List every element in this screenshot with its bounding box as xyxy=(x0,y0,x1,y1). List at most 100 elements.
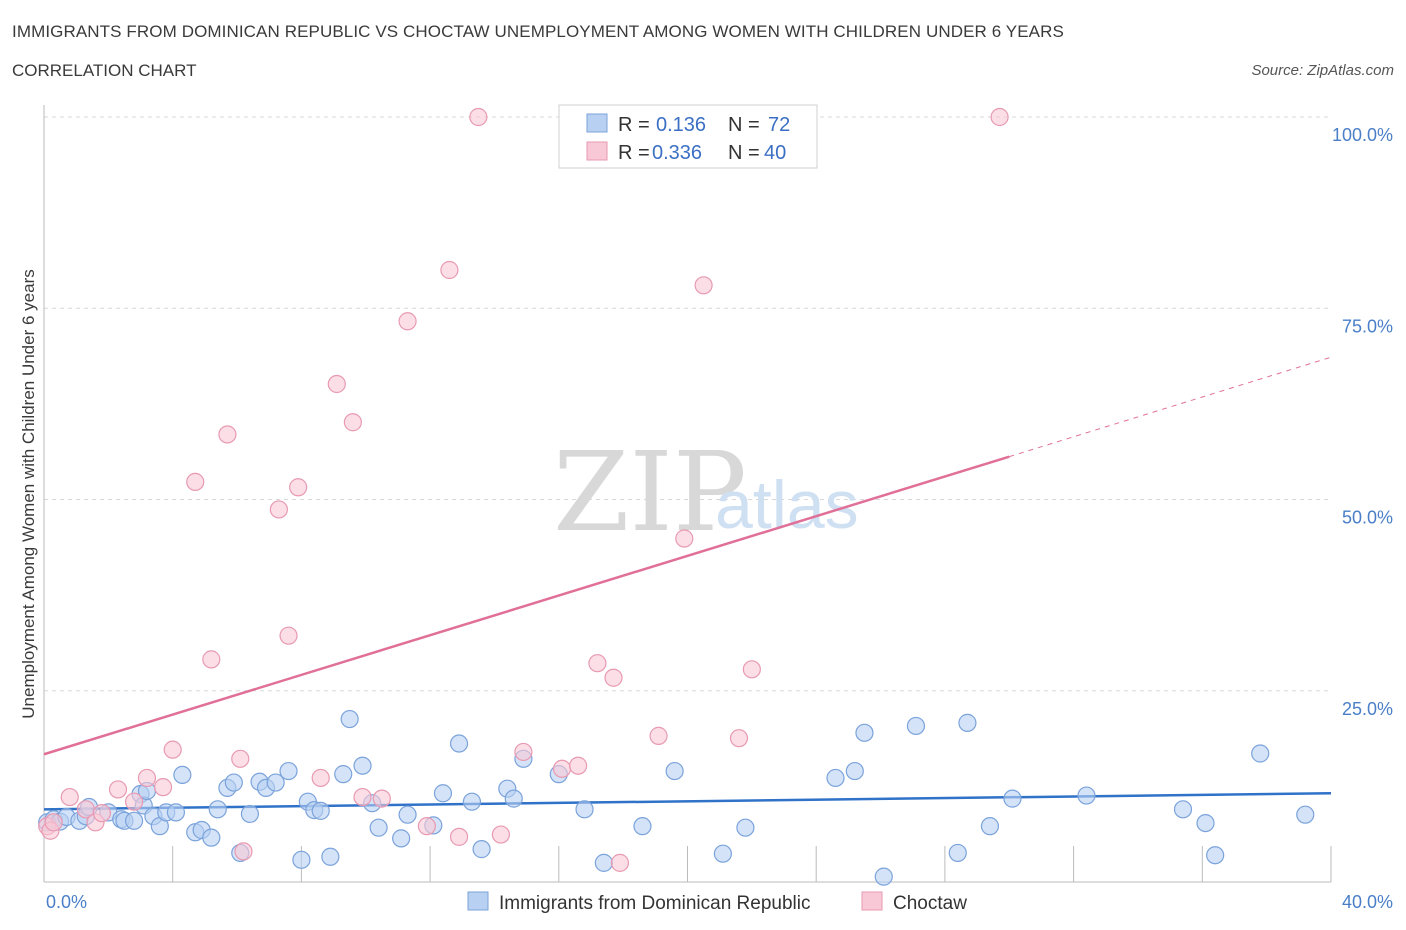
choctaw-point-33 xyxy=(569,756,588,775)
dominican-point-29 xyxy=(266,773,285,792)
dominican-point-63 xyxy=(948,843,967,863)
dominican-point-44 xyxy=(433,784,453,803)
dominican-point-40 xyxy=(369,818,388,837)
choctaw-point-9 xyxy=(137,768,157,788)
dominican-point-55 xyxy=(665,761,684,781)
dominican-point-18 xyxy=(173,765,192,785)
dominican-point-42 xyxy=(398,805,417,824)
y-tick-label-3: 100.0% xyxy=(1332,125,1393,145)
dominican-point-38 xyxy=(353,756,372,775)
dominican-point-52 xyxy=(575,800,594,819)
dominican-point-53 xyxy=(594,853,613,872)
chart-subtitle: CORRELATION CHART xyxy=(12,61,197,80)
watermark-atlas: atlas xyxy=(715,467,859,543)
choctaw-point-7 xyxy=(108,780,128,799)
choctaw-point-40 xyxy=(729,729,749,748)
source-label: Source: ZipAtlas.com xyxy=(1251,62,1394,79)
dominican-point-65 xyxy=(980,817,1000,836)
dominican-point-24 xyxy=(224,773,243,792)
legend-r-value-1: 0.136 xyxy=(656,114,706,136)
choctaw-point-34 xyxy=(588,654,607,673)
trend-line-dominican xyxy=(43,792,1332,811)
choctaw-point-28 xyxy=(449,827,469,846)
choctaw-point-16 xyxy=(231,749,250,768)
dominican-point-34 xyxy=(311,801,330,820)
choctaw-point-11 xyxy=(163,740,182,759)
choctaw-point-10 xyxy=(153,778,173,797)
legend-swatch-dominican xyxy=(586,113,608,133)
x-tick-labels: 0.0% 40.0% xyxy=(46,892,1393,912)
bottom-legend-swatch-dominican xyxy=(467,891,489,911)
y-tick-labels: 25.0% 50.0% 75.0% 100.0% xyxy=(1332,125,1393,719)
trend-line-choctaw-extension xyxy=(1009,356,1332,458)
dominican-point-59 xyxy=(845,761,864,781)
choctaw-point-31 xyxy=(514,742,533,762)
choctaw-point-24 xyxy=(372,789,391,808)
dominican-point-70 xyxy=(1206,846,1225,865)
dominican-point-67 xyxy=(1077,786,1096,805)
choctaw-point-38 xyxy=(675,529,694,548)
dominican-point-47 xyxy=(472,840,491,859)
dominican-point-56 xyxy=(713,844,732,863)
y-tick-label-1: 50.0% xyxy=(1342,508,1393,528)
series-dominican-points xyxy=(38,709,1315,886)
choctaw-point-2 xyxy=(44,813,63,832)
choctaw-point-3 xyxy=(60,787,79,807)
chart-title: IMMIGRANTS FROM DOMINICAN REPUBLIC VS CH… xyxy=(12,22,1064,41)
legend-n-value-2: 40 xyxy=(764,142,786,164)
grid-lines xyxy=(44,116,1331,692)
y-tick-label-2: 75.0% xyxy=(1342,316,1393,336)
bottom-legend: Immigrants from Dominican Republic Choct… xyxy=(467,891,967,914)
choctaw-point-15 xyxy=(234,842,253,861)
bottom-legend-label-choctaw: Choctaw xyxy=(893,893,967,914)
trend-line-choctaw xyxy=(43,455,1010,756)
dominican-point-54 xyxy=(633,817,652,836)
dominican-point-31 xyxy=(292,850,311,869)
dominican-point-45 xyxy=(449,734,469,753)
dominican-point-17 xyxy=(166,803,186,822)
dominican-point-21 xyxy=(202,828,221,847)
dominican-point-41 xyxy=(392,829,411,848)
choctaw-point-30 xyxy=(491,825,510,844)
choctaw-point-6 xyxy=(92,804,112,823)
choctaw-point-29 xyxy=(469,107,488,127)
choctaw-point-32 xyxy=(552,759,572,778)
choctaw-point-22 xyxy=(343,413,362,432)
legend-n-value-1: 72 xyxy=(768,114,790,136)
choctaw-point-12 xyxy=(186,472,205,492)
choctaw-point-18 xyxy=(279,626,298,645)
dominican-point-72 xyxy=(1296,805,1315,824)
choctaw-point-37 xyxy=(649,726,668,745)
choctaw-point-42 xyxy=(990,107,1009,127)
dominican-point-66 xyxy=(1003,789,1022,808)
dominican-point-35 xyxy=(321,847,340,866)
choctaw-point-27 xyxy=(440,260,459,280)
dominican-point-69 xyxy=(1196,813,1215,833)
legend-swatch-choctaw xyxy=(586,141,608,161)
dominican-point-37 xyxy=(340,709,359,729)
y-axis-label: Unemployment Among Women with Children U… xyxy=(19,269,38,718)
legend-r-label-1: R = xyxy=(618,114,650,136)
x-tick-label-min: 0.0% xyxy=(46,892,87,912)
legend-r-value-2: 0.336 xyxy=(652,142,702,164)
dominican-point-68 xyxy=(1173,800,1193,819)
watermark-zip: ZIP xyxy=(553,428,747,556)
y-tick-label-0: 25.0% xyxy=(1342,699,1393,719)
choctaw-point-39 xyxy=(694,276,713,295)
series-choctaw-points xyxy=(38,107,1009,872)
axes xyxy=(43,105,1332,883)
dominican-point-58 xyxy=(826,768,845,788)
watermark: ZIP atlas xyxy=(553,428,859,556)
dominican-point-26 xyxy=(240,804,260,824)
dominican-point-60 xyxy=(855,723,874,742)
bottom-legend-label-dominican: Immigrants from Dominican Republic xyxy=(499,893,811,914)
choctaw-point-8 xyxy=(124,792,144,811)
choctaw-point-21 xyxy=(327,374,346,394)
x-tick-label-max: 40.0% xyxy=(1342,892,1393,912)
legend-box: R = 0.136 N = 72 R = 0.336 N = 40 xyxy=(558,104,818,169)
choctaw-point-17 xyxy=(269,500,288,519)
choctaw-point-23 xyxy=(353,787,372,807)
dominican-point-10 xyxy=(124,811,144,830)
choctaw-point-26 xyxy=(417,817,436,836)
choctaw-point-14 xyxy=(218,425,237,444)
